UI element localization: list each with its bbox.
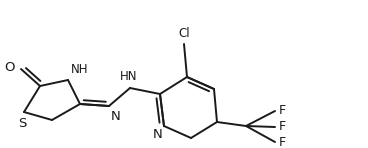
Text: Cl: Cl (178, 27, 190, 40)
Text: S: S (18, 117, 26, 130)
Text: O: O (4, 61, 15, 74)
Text: NH: NH (71, 63, 88, 76)
Text: HN: HN (120, 70, 138, 83)
Text: N: N (111, 110, 121, 123)
Text: F: F (279, 104, 286, 118)
Text: F: F (279, 120, 286, 133)
Text: N: N (152, 128, 162, 141)
Text: F: F (279, 136, 286, 148)
